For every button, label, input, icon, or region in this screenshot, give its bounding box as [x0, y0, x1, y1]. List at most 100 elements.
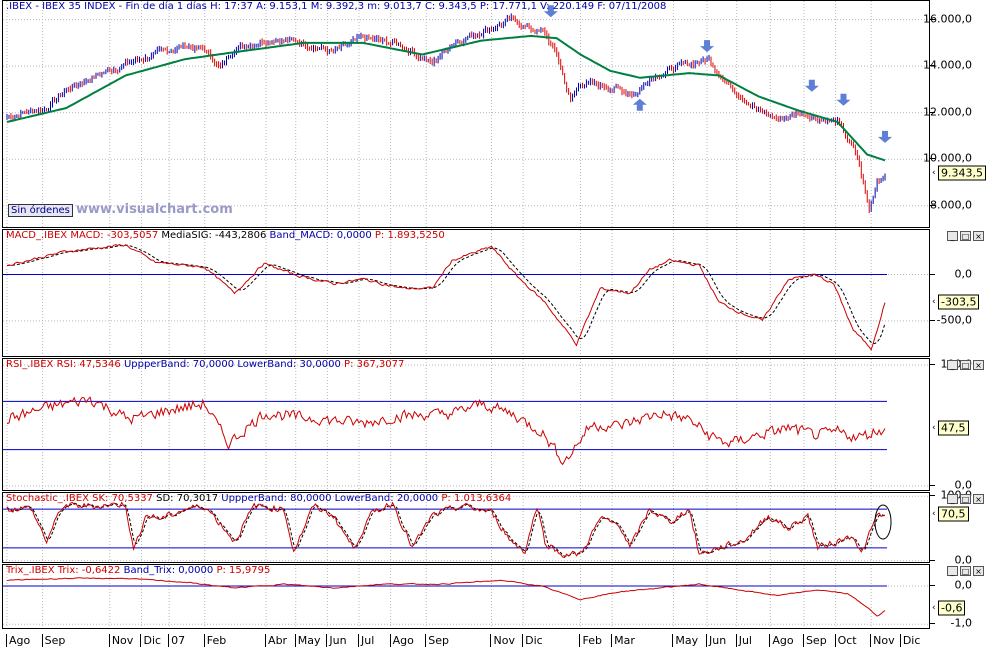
price-header: .IBEX - IBEX 35 INDEX - Fin de día 1 día… [6, 1, 666, 12]
header-high: M: 9.392,3 [310, 1, 365, 12]
minimize-button[interactable]: _ [947, 494, 958, 504]
maximize-button[interactable]: □ [960, 494, 971, 504]
axis-tick-label: -500,0 [936, 313, 972, 327]
header-date: F: 07/11/2008 [597, 1, 667, 12]
date-tick-label: Feb [203, 634, 226, 647]
date-axis: Ago Sep Nov Dic 07 Feb Abr May Jun Jul Ago Sep Nov Di… [0, 629, 994, 649]
moving-average-line [6, 34, 886, 162]
close-button[interactable]: × [973, 231, 984, 241]
signal-arrow-icon [878, 130, 893, 143]
date-tick-label: Jul [358, 634, 374, 647]
header-p: P: 17.771,1 [479, 1, 537, 12]
date-tick-label: Sep [802, 634, 827, 647]
date-tick-label: May [672, 634, 698, 647]
rsi-lower-band: LowerBand: 30,0000 [237, 359, 341, 370]
rsi-plot[interactable] [2, 358, 930, 491]
maximize-button[interactable]: □ [960, 231, 971, 241]
axis-tick-label: 10.000,0 [923, 151, 972, 165]
axis-tick-label: -1,0 [950, 616, 972, 630]
axis-tick-mark [930, 559, 935, 561]
maximize-button[interactable]: □ [960, 566, 971, 576]
axis-tick-mark [930, 495, 935, 497]
trix-plot[interactable] [2, 564, 930, 629]
date-tick-label: Mar [611, 634, 635, 647]
rsi-window-buttons: _ □ × [947, 360, 984, 370]
trix-window-buttons: _ □ × [947, 566, 984, 576]
date-tick-label: Feb [579, 634, 602, 647]
rsi-value: RSI: 47,5346 [56, 359, 121, 370]
date-tick-label: Jun [326, 634, 347, 647]
date-tick-label: Jun [706, 634, 726, 647]
signal-arrow-icon [836, 93, 851, 106]
minimize-button[interactable]: _ [947, 360, 958, 370]
header-volume: V: 220.149 [540, 1, 595, 12]
date-tick-label: Sep [41, 634, 65, 647]
macd-line [6, 244, 886, 351]
stochastic-panel: Stochastic_.IBEX SK: 70,5337 SD: 70,3017… [0, 489, 994, 566]
sin-ordenes-button[interactable]: Sin órdenes [8, 204, 73, 217]
signal-arrow-icon [543, 5, 558, 18]
stochastic-header: Stochastic_.IBEX SK: 70,5337 SD: 70,3017… [6, 493, 511, 504]
axis-tick-label: 14.000,0 [923, 58, 972, 72]
last-value-box: 47,5 [938, 420, 969, 436]
header-time: H: 17:37 [210, 1, 253, 12]
minimize-button[interactable]: _ [947, 566, 958, 576]
macd-p-value: P: 1.893,5250 [374, 230, 445, 241]
date-tick-label: Nov [490, 634, 515, 647]
axis-tick-label: 16.000,0 [923, 12, 972, 26]
rsi-p-value: P: 367,3077 [344, 359, 405, 370]
date-tick-label: Oct [834, 634, 857, 647]
trix-title: Trix_.IBEX [6, 565, 55, 576]
minimize-button[interactable]: _ [947, 231, 958, 241]
rsi-panel: RSI_.IBEX RSI: 47,5346 UppperBand: 70,00… [0, 358, 994, 491]
header-low: m: 9.013,7 [367, 1, 422, 12]
price-chart [3, 1, 929, 227]
last-value-pointer-icon: ‹ [932, 422, 936, 433]
date-tick-label: Abr [265, 634, 287, 647]
macd-plot[interactable] [2, 229, 930, 357]
stochastic-plot[interactable] [2, 492, 930, 563]
axis-tick-mark [930, 204, 935, 206]
axis-tick-mark [930, 111, 935, 113]
stochastic-lower-band: LowerBand: 20,0000 [334, 493, 439, 504]
stochastic-p-value: P: 1.013,6364 [441, 493, 512, 504]
last-value-pointer-icon: ‹ [932, 602, 936, 613]
axis-tick-mark [930, 623, 935, 625]
last-value-box: 9.343,5 [938, 165, 986, 181]
maximize-button[interactable]: □ [960, 360, 971, 370]
last-value-box: -303,5 [938, 294, 980, 310]
trix-p-value: P: 15,9795 [216, 565, 271, 576]
axis-tick-label: 8.000,0 [930, 198, 972, 212]
trix-band-value: Band_Trix: 0,0000 [123, 565, 214, 576]
date-tick-label: Nov [108, 634, 133, 647]
last-value-pointer-icon: ‹ [932, 168, 936, 179]
axis-tick-mark [930, 364, 935, 366]
axis-tick-mark [930, 273, 935, 275]
macd-value: MACD: -303,5057 [70, 230, 159, 241]
date-tick-label: Jul [735, 634, 752, 647]
price-panel: .IBEX - IBEX 35 INDEX - Fin de día 1 día… [0, 0, 994, 228]
date-tick-label: Ago [389, 634, 414, 647]
price-plot[interactable] [2, 0, 930, 228]
stochastic-sd: SD: 70,3017 [156, 493, 219, 504]
macd-title: MACD_.IBEX [6, 230, 68, 241]
trix-value: Trix: -0,6422 [57, 565, 121, 576]
highlight-ellipse [874, 504, 892, 540]
stochastic-sk: SK: 70,5337 [92, 493, 153, 504]
axis-tick-label: 0,0 [954, 267, 973, 281]
macd-header: MACD_.IBEX MACD: -303,5057 MediaSIG: -44… [6, 230, 445, 241]
axis-tick-mark [930, 319, 935, 321]
axis-tick-label: 12.000,0 [923, 105, 972, 119]
rsi-title: RSI_.IBEX [6, 359, 54, 370]
close-button[interactable]: × [973, 566, 984, 576]
close-button[interactable]: × [973, 494, 984, 504]
date-tick-label: Ago [769, 634, 794, 647]
stochastic-window-buttons: _ □ × [947, 494, 984, 504]
stochastic-title: Stochastic_.IBEX [6, 493, 89, 504]
axis-tick-label: 0,0 [954, 478, 973, 492]
date-tick-label: Nov [870, 634, 895, 647]
close-button[interactable]: × [973, 360, 984, 370]
axis-tick-mark [930, 65, 935, 67]
date-tick-label: Ago [6, 634, 30, 647]
signal-arrow-icon [632, 98, 647, 111]
